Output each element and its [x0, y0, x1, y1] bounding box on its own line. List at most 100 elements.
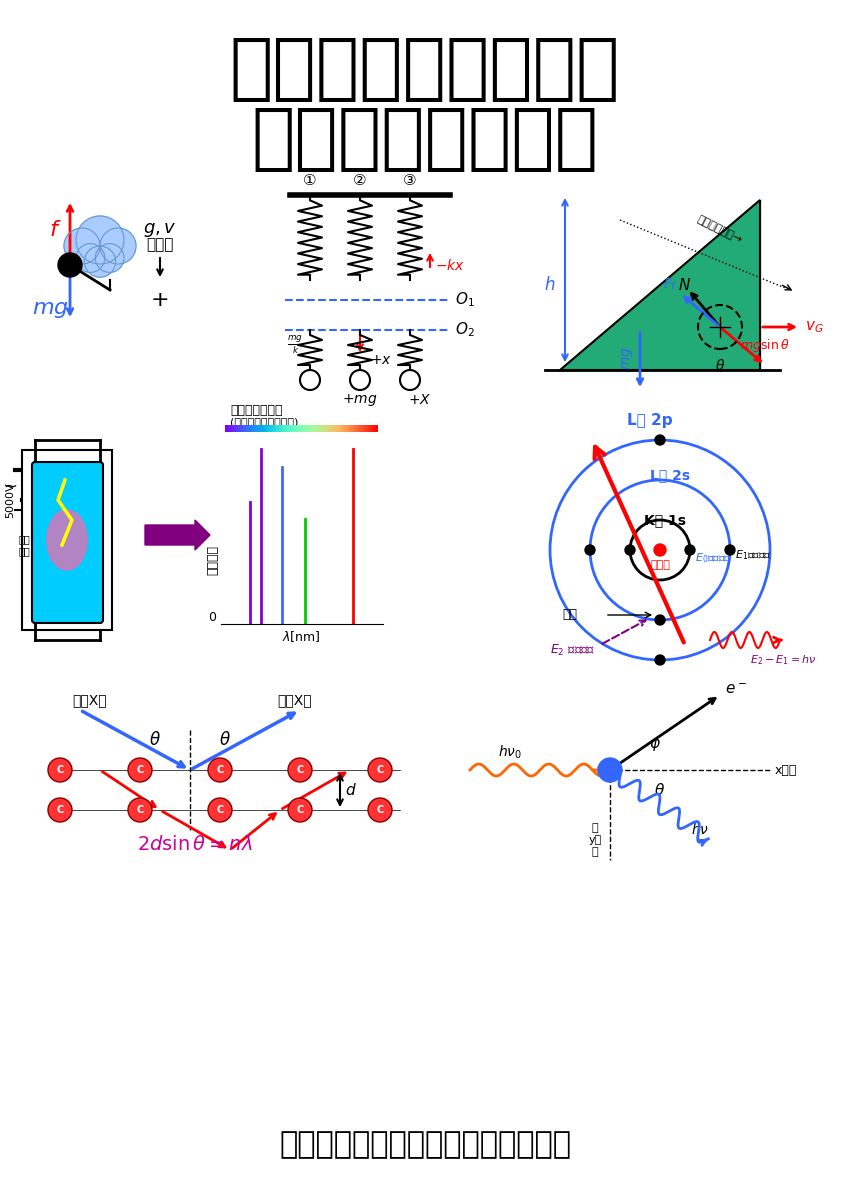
Text: $2d\sin\theta = n\lambda$: $2d\sin\theta = n\lambda$ — [137, 835, 252, 854]
FancyBboxPatch shape — [32, 462, 103, 623]
Circle shape — [48, 798, 72, 822]
Text: $O_1$: $O_1$ — [455, 290, 474, 310]
Text: $-kx$: $-kx$ — [435, 258, 465, 272]
Text: C: C — [56, 805, 64, 815]
Text: C: C — [136, 766, 144, 775]
Bar — [22, 450, 112, 630]
Circle shape — [368, 798, 392, 822]
Circle shape — [208, 758, 232, 782]
Text: C: C — [56, 766, 64, 775]
Text: $E_1$基底状態: $E_1$基底状態 — [735, 548, 772, 562]
Text: C: C — [297, 766, 303, 775]
Text: $\varphi$: $\varphi$ — [649, 737, 661, 754]
Text: 力学・原子物理編: 力学・原子物理編 — [252, 106, 598, 174]
Circle shape — [585, 545, 595, 554]
Circle shape — [95, 244, 124, 272]
Text: 線スペクトル: 線スペクトル — [230, 442, 275, 455]
Text: 0: 0 — [208, 611, 216, 624]
Circle shape — [76, 244, 105, 272]
Text: $E_2 - E_1 = h\nu$: $E_2 - E_1 = h\nu$ — [750, 653, 817, 667]
Bar — [230, 460, 380, 480]
Circle shape — [288, 798, 312, 822]
Text: $d$: $d$ — [345, 782, 357, 798]
Text: C: C — [217, 805, 224, 815]
Ellipse shape — [47, 510, 87, 570]
Text: $h$: $h$ — [544, 276, 555, 294]
Circle shape — [48, 758, 72, 782]
Circle shape — [655, 614, 665, 625]
Text: $mg\sin\theta$: $mg\sin\theta$ — [740, 336, 790, 354]
Text: $h\nu$: $h\nu$ — [691, 822, 709, 838]
Text: C: C — [297, 805, 303, 815]
Text: C: C — [377, 805, 383, 815]
Text: x方向: x方向 — [775, 763, 797, 776]
Circle shape — [685, 545, 695, 554]
Circle shape — [625, 545, 635, 554]
Text: $+x$: $+x$ — [370, 353, 392, 367]
Text: $v_G$: $v_G$ — [805, 319, 824, 335]
Text: $\theta$: $\theta$ — [654, 782, 666, 798]
Text: $\frac{mg}{k}$: $\frac{mg}{k}$ — [287, 334, 303, 356]
Text: $g, v$: $g, v$ — [144, 221, 177, 239]
Circle shape — [84, 246, 116, 277]
Circle shape — [128, 798, 152, 822]
Text: +: + — [150, 290, 169, 310]
Text: $+mg$: $+mg$ — [343, 392, 377, 408]
Circle shape — [76, 216, 124, 264]
Text: 散乱X線: 散乱X線 — [278, 692, 312, 707]
Text: $\theta$: $\theta$ — [149, 731, 161, 749]
Text: ①: ① — [303, 173, 317, 188]
Text: 水素
ガス: 水素 ガス — [18, 534, 30, 556]
Text: $E_0$基底状態: $E_0$基底状態 — [695, 551, 732, 565]
Text: 連続スペクトル: 連続スペクトル — [230, 403, 282, 416]
Text: クラス　　　出席番号　　　　氏名: クラス 出席番号 氏名 — [279, 1130, 571, 1159]
Circle shape — [128, 758, 152, 782]
Text: C: C — [217, 766, 224, 775]
Text: (太陽、溶鉱炉、電球): (太陽、溶鉱炉、電球) — [230, 416, 298, 427]
Text: $\theta$: $\theta$ — [715, 358, 725, 372]
Text: $\theta$: $\theta$ — [219, 731, 231, 749]
Text: 動画で学ぶ応用物理: 動画で学ぶ応用物理 — [230, 36, 620, 104]
Text: ③: ③ — [403, 173, 416, 188]
Text: C: C — [377, 766, 383, 775]
Text: (ガス放電): (ガス放電) — [230, 455, 265, 464]
Text: $h\nu_0$: $h\nu_0$ — [498, 743, 522, 761]
Circle shape — [288, 758, 312, 782]
Text: L殻 2p: L殻 2p — [627, 413, 673, 427]
Text: 5000V: 5000V — [5, 482, 15, 518]
Polygon shape — [560, 200, 760, 370]
Circle shape — [655, 655, 665, 665]
Text: L殻 2s: L殻 2s — [650, 468, 690, 482]
Circle shape — [208, 798, 232, 822]
Text: $F_f$: $F_f$ — [663, 277, 677, 293]
Circle shape — [598, 758, 622, 782]
Text: 位
y方
向: 位 y方 向 — [588, 823, 602, 857]
Text: の向き: の向き — [146, 238, 173, 252]
Text: $mg$: $mg$ — [31, 300, 69, 320]
Text: 光の強さ: 光の強さ — [207, 545, 219, 575]
Circle shape — [64, 228, 100, 264]
Text: $f$: $f$ — [48, 220, 61, 240]
Text: $O_2$: $O_2$ — [455, 320, 474, 340]
Text: 斜面進行方向→: 斜面進行方向→ — [696, 215, 744, 246]
X-axis label: $\lambda$[nm]: $\lambda$[nm] — [282, 630, 321, 644]
Text: $+X$: $+X$ — [408, 392, 432, 407]
Circle shape — [655, 434, 665, 445]
Text: 入射X線: 入射X線 — [73, 692, 107, 707]
Circle shape — [58, 253, 82, 277]
Text: 原子核: 原子核 — [650, 560, 670, 570]
Text: K殻 1s: K殻 1s — [644, 514, 686, 527]
Circle shape — [654, 544, 666, 556]
Circle shape — [100, 228, 136, 264]
Text: 電子: 電子 — [563, 608, 577, 622]
Circle shape — [368, 758, 392, 782]
Text: $e^-$: $e^-$ — [725, 683, 747, 697]
Text: ②: ② — [354, 173, 367, 188]
FancyArrow shape — [145, 520, 210, 550]
Text: $N$: $N$ — [678, 277, 691, 293]
Text: ~: ~ — [3, 478, 17, 496]
Circle shape — [725, 545, 735, 554]
Text: $E_2$ 励起状態: $E_2$ 励起状態 — [550, 642, 595, 658]
Text: $mg$: $mg$ — [620, 347, 636, 370]
Text: C: C — [136, 805, 144, 815]
